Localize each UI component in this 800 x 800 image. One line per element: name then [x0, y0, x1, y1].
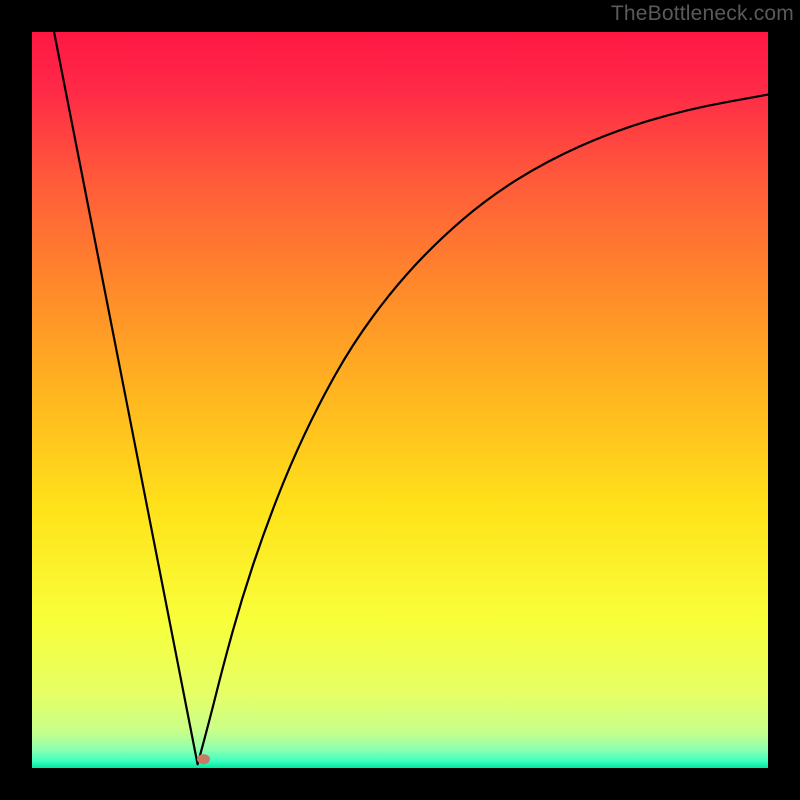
- optimal-point-marker: [197, 754, 210, 764]
- plot-gradient-background: [32, 32, 768, 768]
- chart-container: TheBottleneck.com: [0, 0, 800, 800]
- watermark-text: TheBottleneck.com: [611, 2, 794, 26]
- bottleneck-chart: [0, 0, 800, 800]
